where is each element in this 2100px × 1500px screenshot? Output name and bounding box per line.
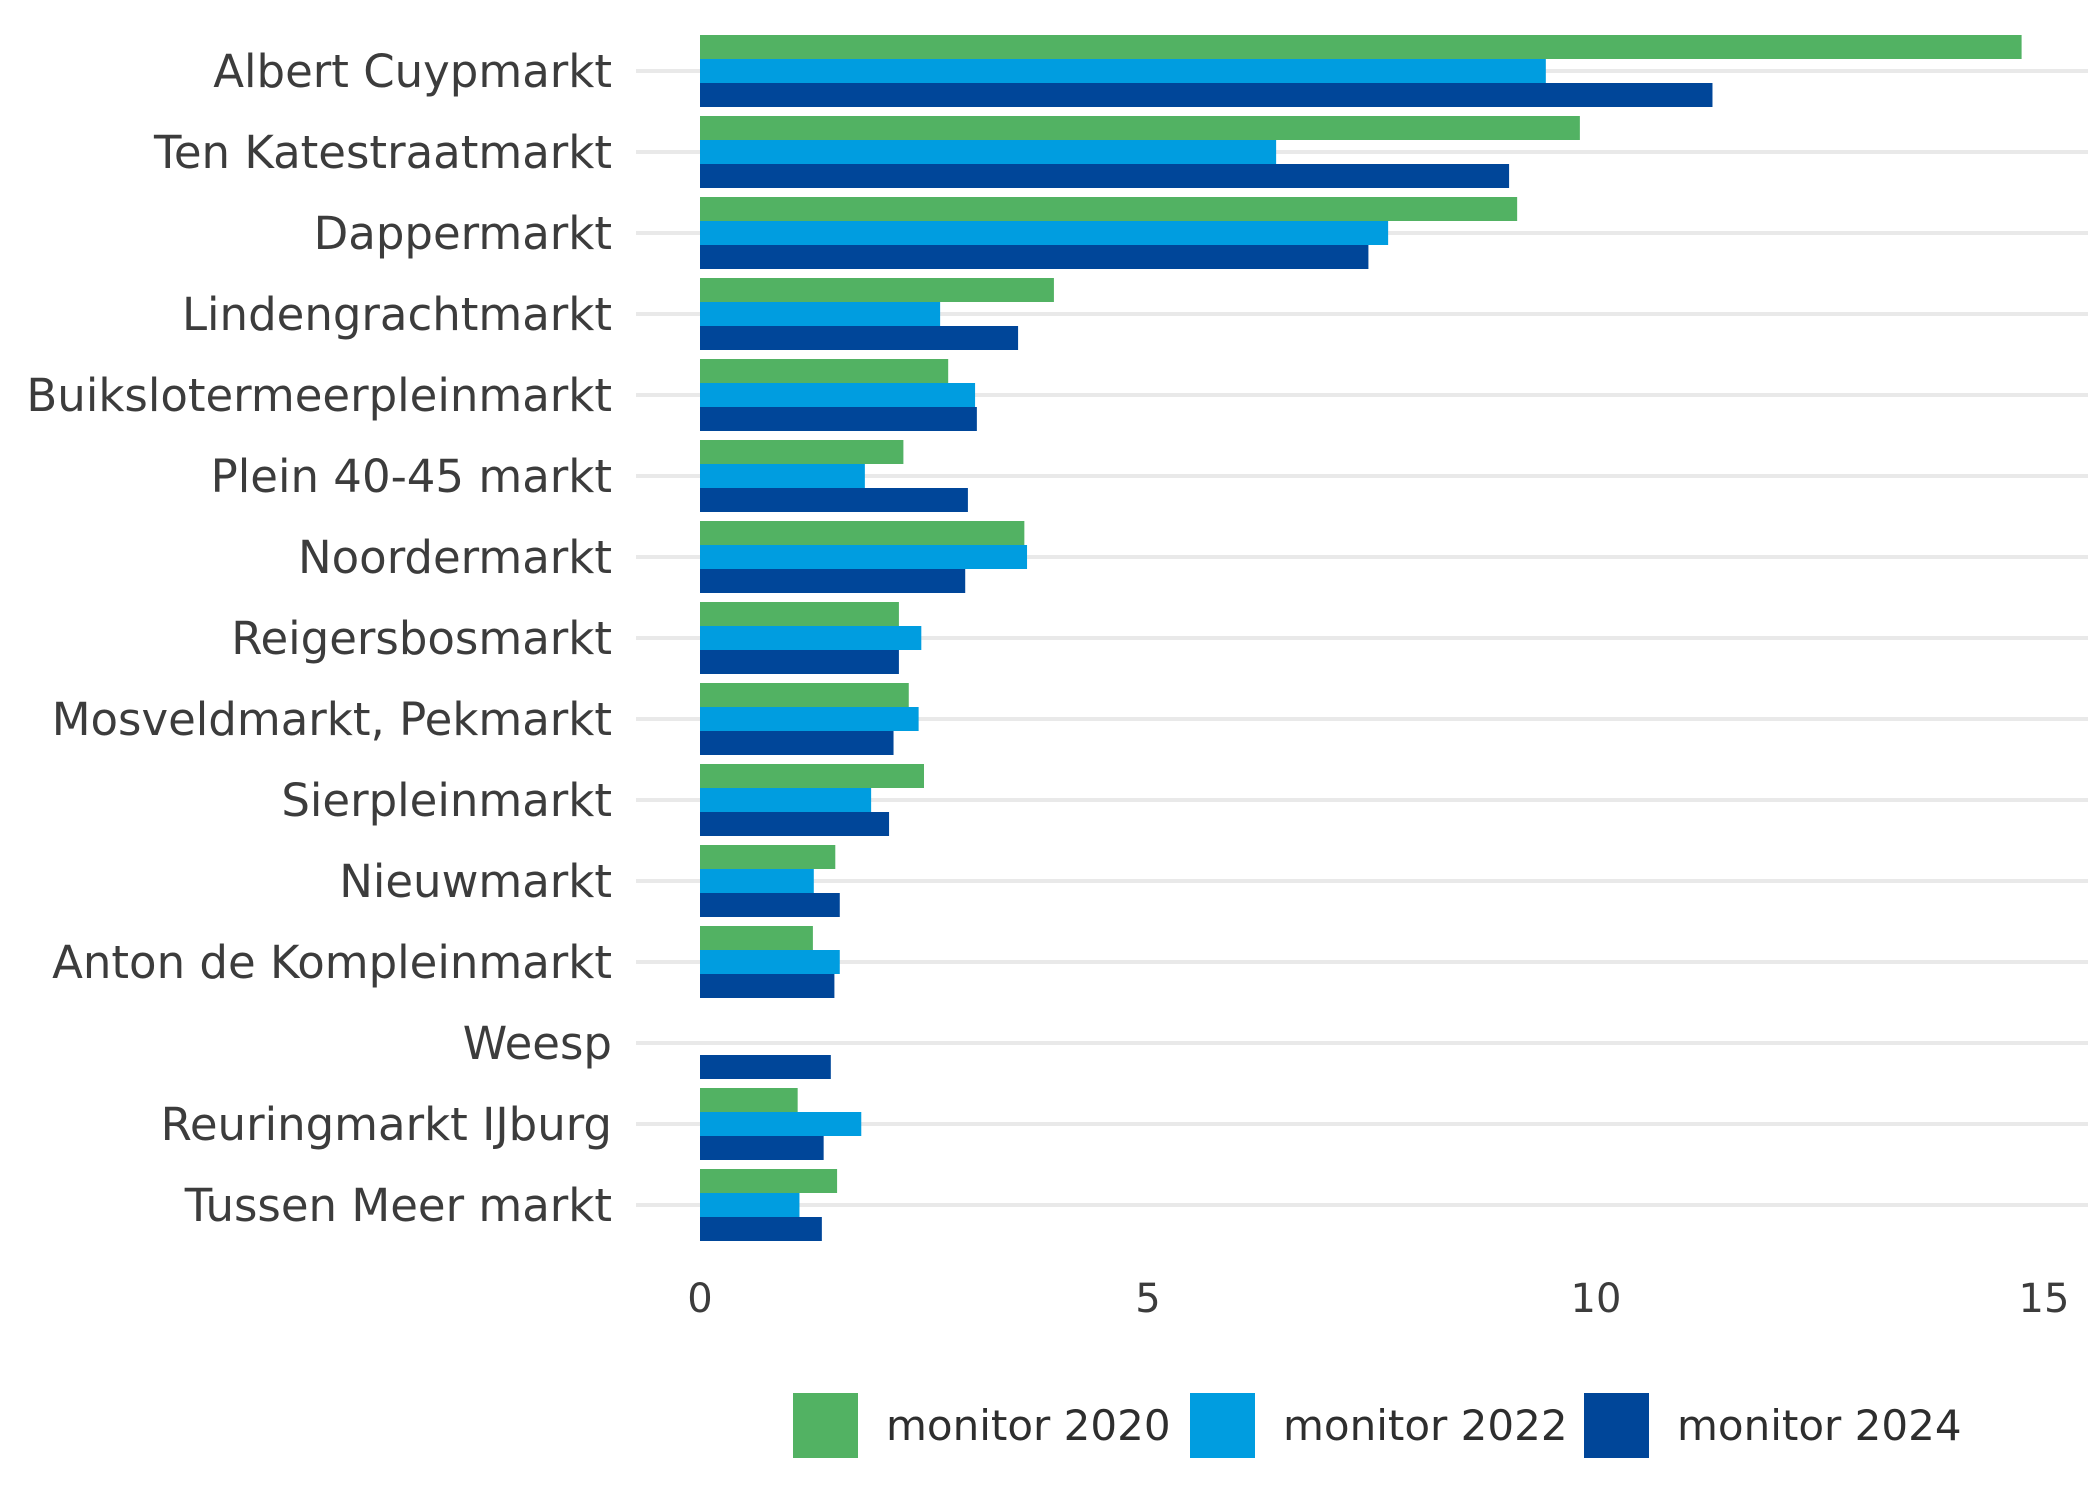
- bar: [700, 626, 922, 650]
- bar: [700, 359, 949, 383]
- bar: [700, 1136, 824, 1160]
- category-label: Sierpleinmarkt: [281, 774, 612, 827]
- bar: [700, 650, 899, 674]
- legend-swatch: [1584, 1393, 1649, 1458]
- bar: [700, 521, 1025, 545]
- category-label: Dappermarkt: [314, 207, 612, 260]
- category-label: Nieuwmarkt: [339, 855, 612, 908]
- category-label: Reuringmarkt IJburg: [161, 1098, 612, 1151]
- bar: [700, 278, 1054, 302]
- bar: [700, 1217, 822, 1241]
- bar: [700, 302, 941, 326]
- legend: monitor 2020 monitor 2022 monitor 2024: [793, 1393, 1962, 1458]
- bar: [700, 545, 1028, 569]
- bar: [700, 1112, 862, 1136]
- bar: [700, 1193, 800, 1217]
- bar: [700, 35, 2022, 59]
- bar: [700, 869, 814, 893]
- category-label: Noordermarkt: [298, 531, 612, 584]
- legend-label: monitor 2020: [886, 1401, 1171, 1450]
- legend-swatch: [1190, 1393, 1255, 1458]
- grid-lines: [636, 69, 2088, 1207]
- bar: [700, 788, 872, 812]
- category-label: Anton de Kompleinmarkt: [52, 936, 612, 989]
- bar: [700, 197, 1518, 221]
- bar: [700, 893, 840, 917]
- bar: [700, 383, 976, 407]
- legend-swatch: [793, 1393, 858, 1458]
- bar: [700, 464, 865, 488]
- bar: [700, 731, 894, 755]
- category-label: Weesp: [463, 1017, 612, 1070]
- x-tick-label: 0: [687, 1276, 712, 1322]
- bar: [700, 140, 1277, 164]
- category-label: Tussen Meer markt: [184, 1179, 612, 1232]
- bar: [700, 950, 840, 974]
- bar: [700, 326, 1019, 350]
- category-labels: Albert Cuypmarkt Ten Katestraatmarkt Dappe…: [26, 45, 612, 1232]
- bar: [700, 488, 968, 512]
- x-tick-label: 10: [1571, 1276, 1622, 1322]
- category-label: Ten Katestraatmarkt: [153, 126, 612, 179]
- category-label: Mosveldmarkt, Pekmarkt: [52, 693, 612, 746]
- bar: [700, 602, 899, 626]
- bar: [700, 1055, 831, 1079]
- bar: [700, 164, 1510, 188]
- bar: [700, 926, 813, 950]
- category-label: Lindengrachtmarkt: [182, 288, 612, 341]
- bar: [700, 59, 1546, 83]
- bar: [700, 1088, 798, 1112]
- legend-label: monitor 2022: [1283, 1401, 1568, 1450]
- bar: [700, 83, 1713, 107]
- bar: [700, 116, 1580, 140]
- bar: [700, 407, 977, 431]
- x-tick-label: 15: [2019, 1276, 2070, 1322]
- legend-label: monitor 2024: [1677, 1401, 1962, 1450]
- bar: [700, 245, 1369, 269]
- bar: [700, 683, 909, 707]
- category-label: Albert Cuypmarkt: [213, 45, 612, 98]
- bar: [700, 845, 836, 869]
- bar: [700, 812, 890, 836]
- category-label: Buikslotermeerpleinmarkt: [26, 369, 612, 422]
- bar: [700, 221, 1389, 245]
- x-tick-label: 5: [1135, 1276, 1160, 1322]
- category-label: Plein 40-45 markt: [211, 450, 612, 503]
- x-axis-ticks: 0 5 10 15: [687, 1276, 2069, 1322]
- category-label: Reigersbosmarkt: [231, 612, 612, 665]
- bar: [700, 764, 924, 788]
- bar: [700, 440, 904, 464]
- bar: [700, 1169, 838, 1193]
- bar: [700, 569, 966, 593]
- bar: [700, 974, 835, 998]
- bar: [700, 707, 919, 731]
- bar-marks: [700, 35, 2022, 1241]
